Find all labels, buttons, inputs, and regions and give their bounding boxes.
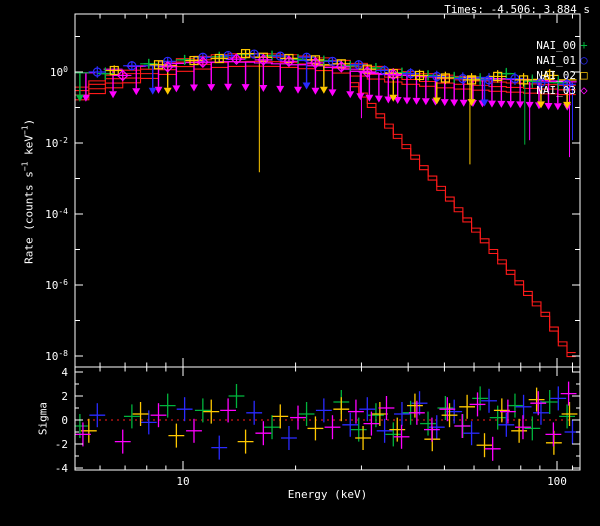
legend-label: NAI_02 bbox=[536, 69, 576, 82]
svg-text:10: 10 bbox=[176, 475, 189, 488]
legend-label: NAI_03 bbox=[536, 84, 576, 97]
legend-item-NAI_03: NAI_03◇ bbox=[536, 83, 592, 98]
svg-text:100: 100 bbox=[547, 475, 567, 488]
legend-label: NAI_01 bbox=[536, 54, 576, 67]
legend-item-NAI_01: NAI_01○ bbox=[536, 53, 592, 68]
svg-text:10-8: 10-8 bbox=[45, 349, 68, 363]
legend: NAI_00+NAI_01○NAI_02□NAI_03◇ bbox=[536, 38, 592, 98]
upper-limit-arrows bbox=[70, 61, 576, 111]
svg-text:4: 4 bbox=[61, 366, 68, 379]
x-axis-label: Energy (keV) bbox=[0, 488, 600, 501]
sigma-series-NAI_01 bbox=[89, 386, 580, 459]
y-axis-label-rate: Rate (counts s−1 keV−1) bbox=[21, 91, 36, 291]
legend-item-NAI_02: NAI_02□ bbox=[536, 68, 592, 83]
legend-symbol-square-icon: □ bbox=[576, 68, 592, 83]
legend-symbol-circle-icon: ○ bbox=[576, 53, 592, 68]
y-axis-label-sigma: Sigma bbox=[37, 384, 50, 454]
legend-symbol-diamond-icon: ◇ bbox=[576, 83, 592, 98]
svg-text:10-2: 10-2 bbox=[45, 136, 68, 150]
svg-text:0: 0 bbox=[61, 414, 68, 427]
svg-text:10-6: 10-6 bbox=[45, 278, 68, 292]
spectrum-panel bbox=[70, 50, 576, 357]
svg-text:2: 2 bbox=[61, 390, 68, 403]
time-range-label: Times: -4.506: 3.884 s bbox=[444, 3, 590, 16]
rate-label-sup1: −1 bbox=[21, 162, 30, 172]
plot-window: 10 100 100 10-2 10-4 10-6 10-8 -4 -2 0 2 4 Times: -… bbox=[0, 0, 600, 526]
svg-text:-2: -2 bbox=[55, 438, 68, 451]
steep-model-histogram bbox=[350, 83, 575, 357]
rate-label-text: Rate (counts s bbox=[22, 171, 35, 264]
legend-label: NAI_00 bbox=[536, 39, 576, 52]
legend-item-NAI_00: NAI_00+ bbox=[536, 38, 592, 53]
legend-symbol-plus-icon: + bbox=[576, 38, 592, 53]
rate-label-end: ) bbox=[22, 119, 35, 126]
svg-text:10-4: 10-4 bbox=[45, 207, 68, 221]
sigma-panel bbox=[72, 382, 580, 461]
rate-label-mid: keV bbox=[22, 135, 35, 162]
spectrum-plot[interactable]: 10 100 100 10-2 10-4 10-6 10-8 -4 -2 0 2 4 bbox=[0, 0, 600, 526]
svg-text:-4: -4 bbox=[55, 462, 69, 475]
rate-label-sup2: −1 bbox=[21, 125, 30, 135]
svg-text:100: 100 bbox=[50, 65, 68, 79]
